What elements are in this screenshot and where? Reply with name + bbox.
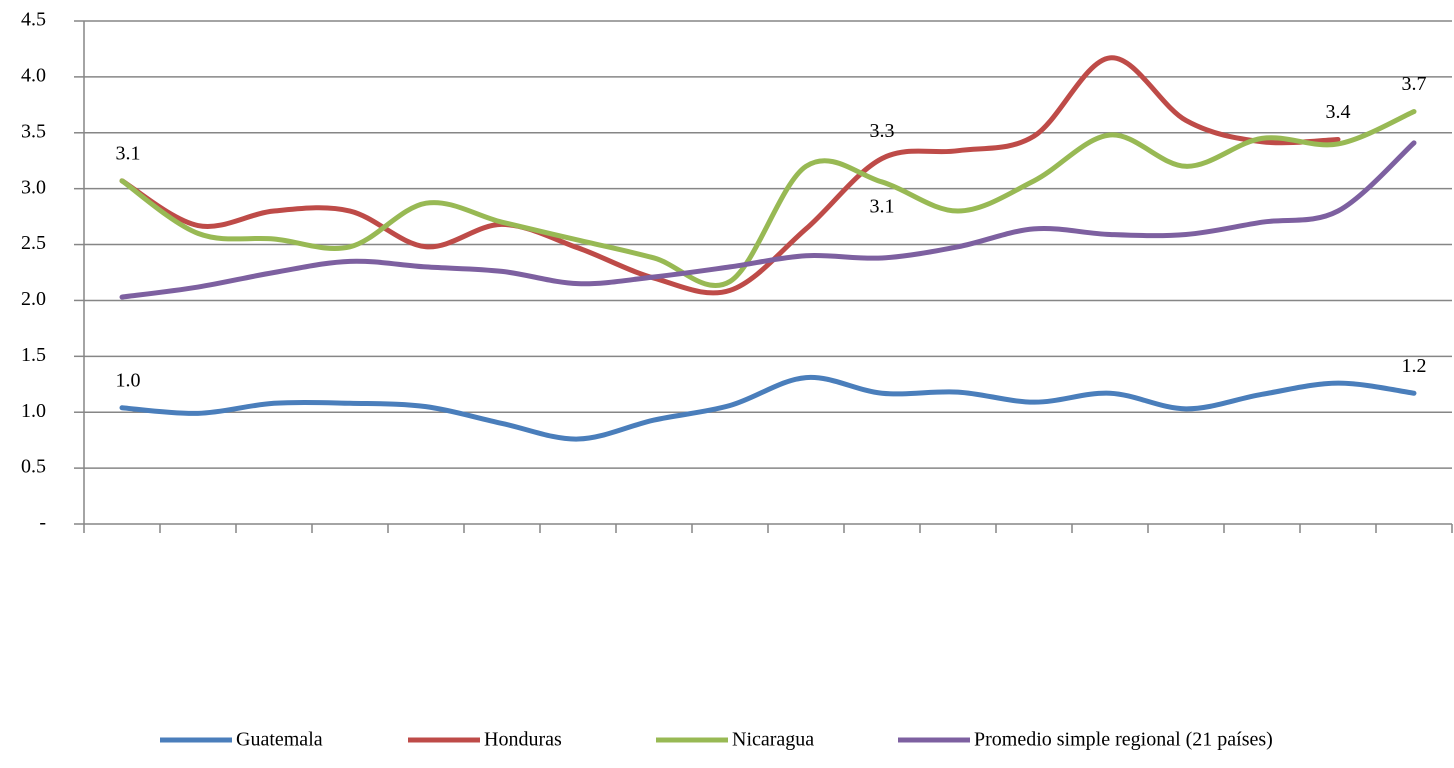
series-line [119,109,1417,289]
data-label: 1.0 [116,369,141,391]
data-label: 3.1 [870,196,895,218]
y-tick-label: 4.0 [21,64,46,86]
data-label: 3.4 [1326,101,1351,123]
legend-label: Nicaragua [732,729,814,751]
data-label: 3.7 [1402,73,1427,95]
y-tick-label: 4.5 [21,9,46,31]
data-label: 1.2 [1402,355,1427,377]
data-label: 3.3 [870,120,895,142]
y-tick-label: 2.5 [21,232,46,254]
series-line [119,140,1417,300]
y-tick-label: - [39,512,46,534]
y-tick-label: 1.0 [21,400,46,422]
legend-label: Promedio simple regional (21 países) [974,729,1273,751]
y-tick-label: 0.5 [21,456,46,478]
data-label: 3.1 [116,142,141,164]
y-tick-label: 2.0 [21,288,46,310]
series-line [119,55,1341,296]
y-tick-label: 3.0 [21,176,46,198]
series-line [119,374,1417,442]
legend-label: Guatemala [236,729,323,751]
y-tick-label: 1.5 [21,344,46,366]
legend-label: Honduras [484,729,562,751]
y-tick-label: 3.5 [21,120,46,142]
